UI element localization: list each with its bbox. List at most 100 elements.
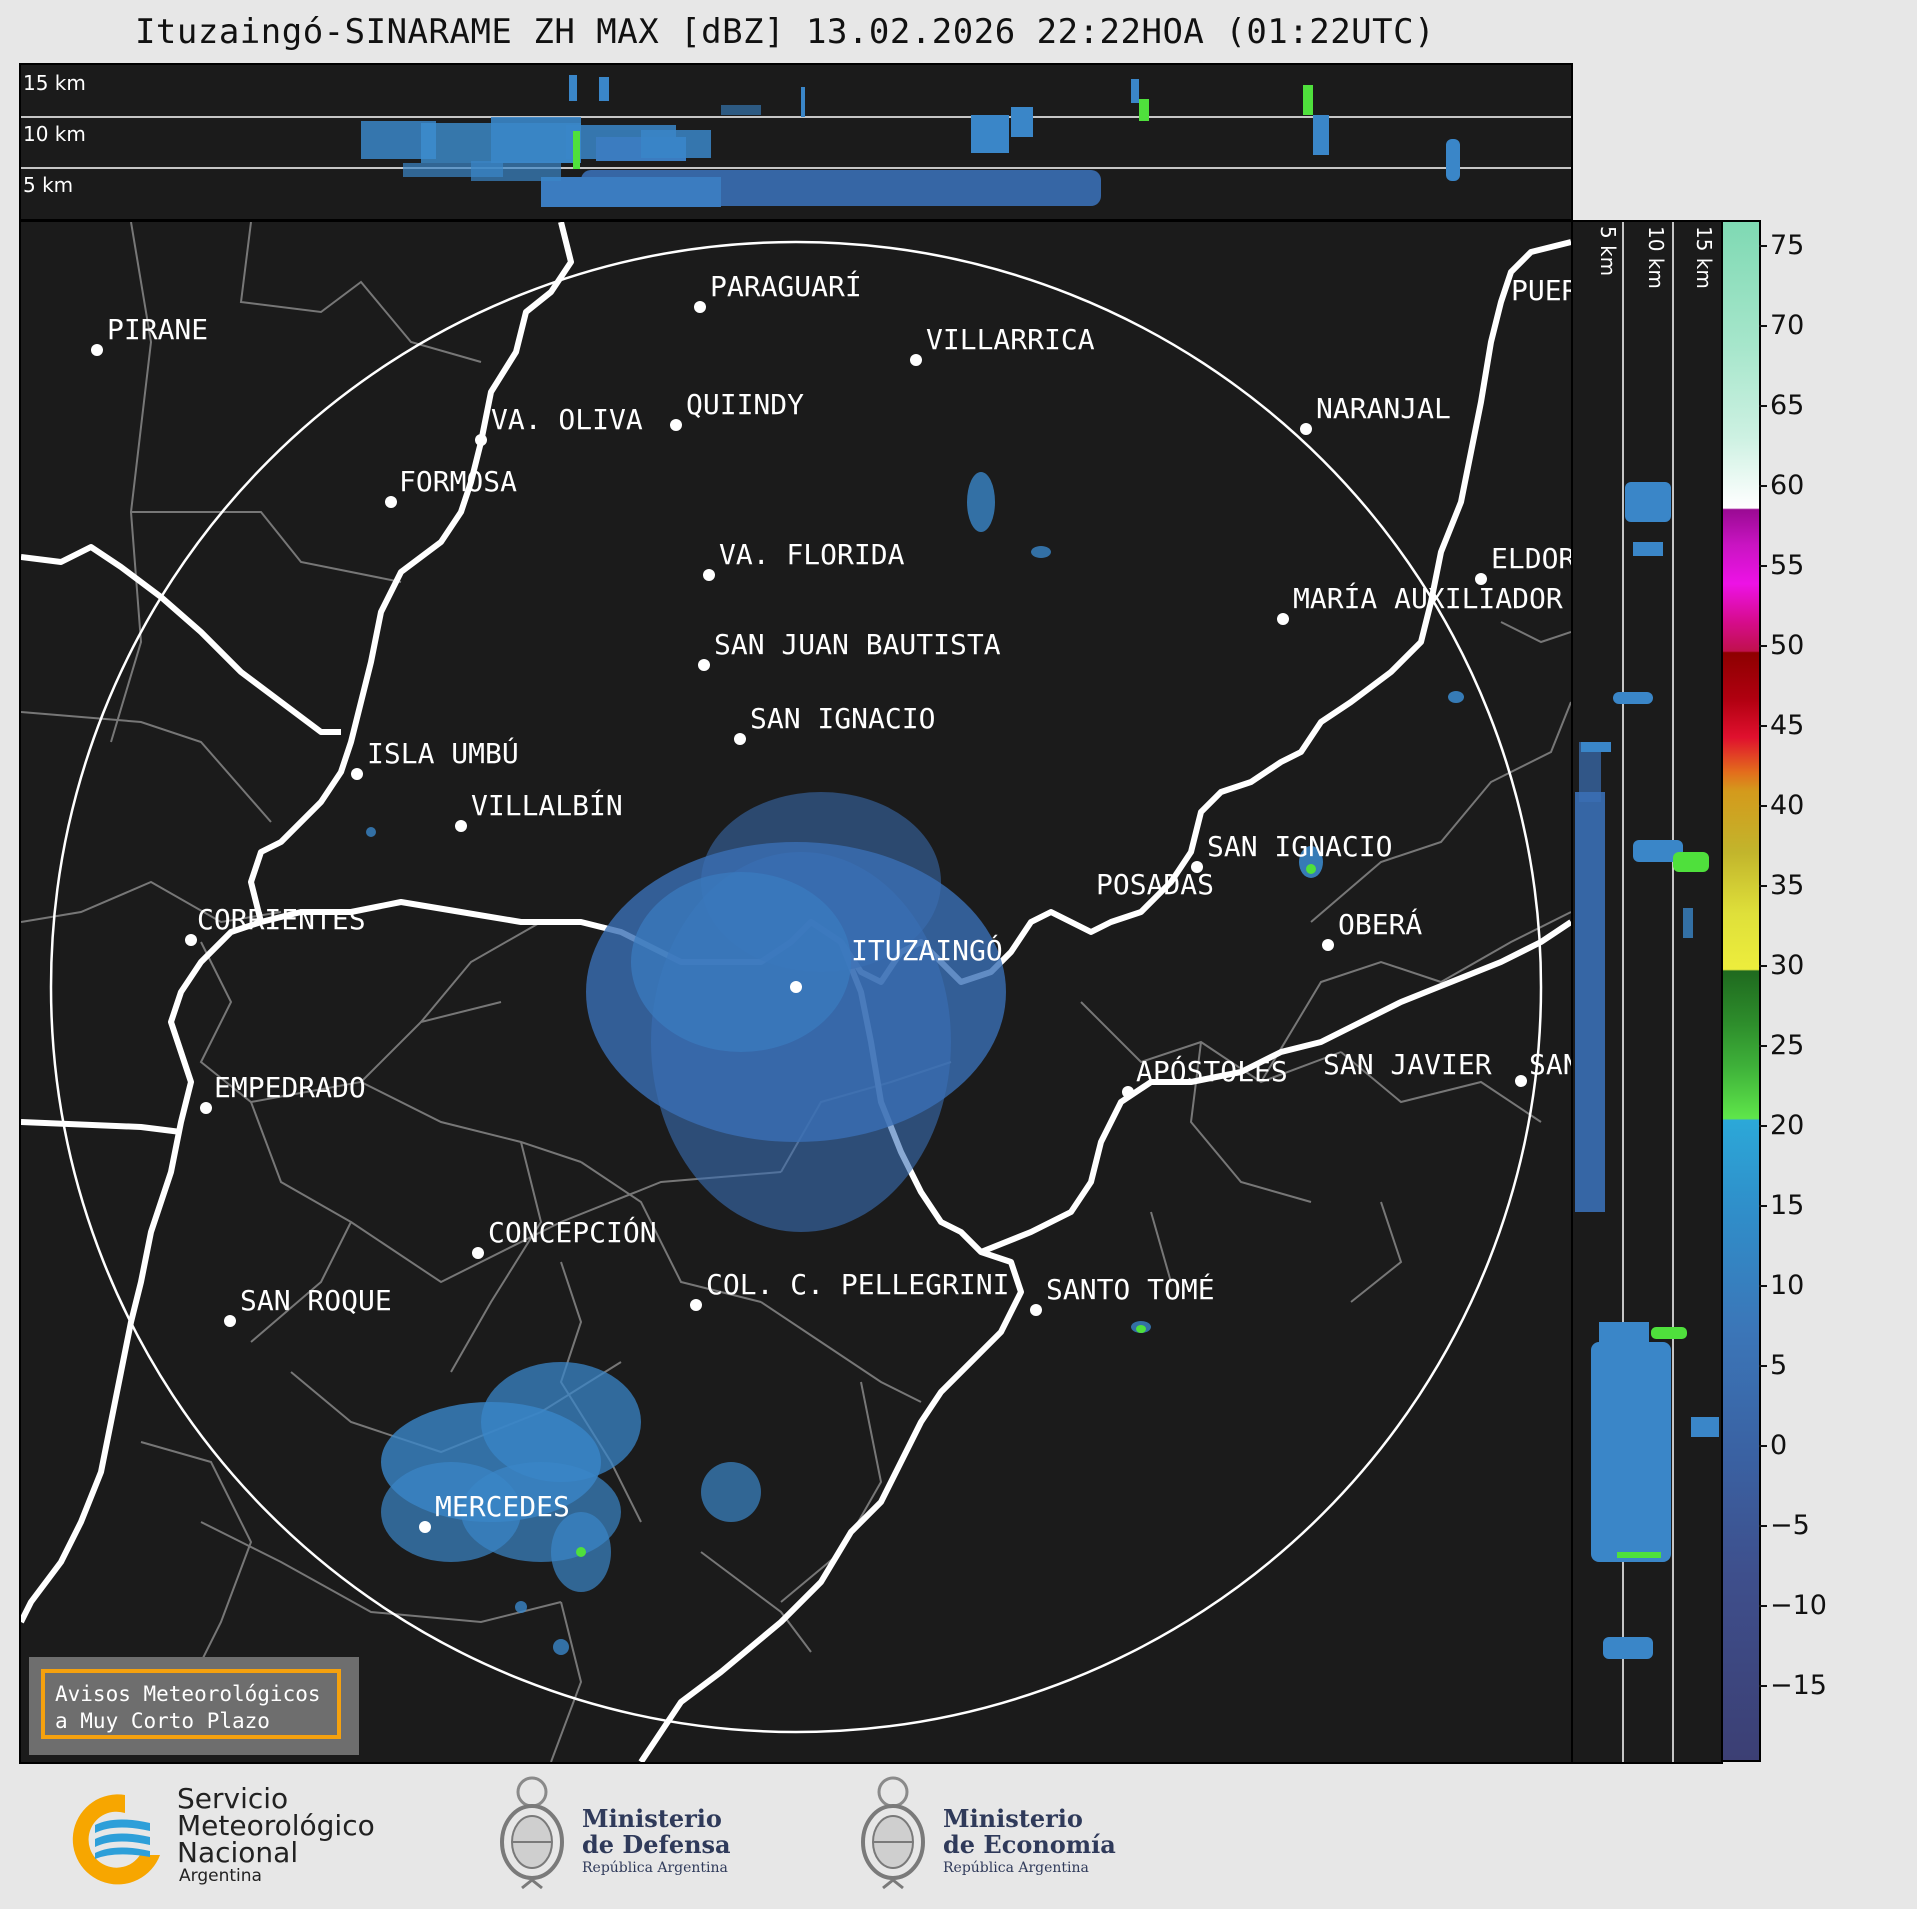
economia-logo: Ministerio de Economía República Argenti…	[853, 1772, 1133, 1902]
economia-line1: Ministerio	[943, 1804, 1083, 1833]
defensa-line3: República Argentina	[582, 1860, 728, 1876]
city-label-obera: OBERÁ	[1338, 907, 1422, 941]
colorbar-tick-mark	[1759, 325, 1767, 327]
colorbar-tick-label: −5	[1770, 1510, 1810, 1541]
avisos-line1: Avisos Meteorológicos	[55, 1682, 321, 1706]
city-label-col-c-pellegrini: COL. C. PELLEGRINI	[706, 1268, 1009, 1301]
city-label-san: SAN	[1529, 1048, 1571, 1081]
colorbar-tick-mark	[1759, 1605, 1767, 1607]
colorbar-tick-mark	[1759, 485, 1767, 487]
city-label-san-roque: SAN ROQUE	[240, 1284, 392, 1317]
radar-echo-high	[576, 864, 1316, 1557]
colorbar-tick-mark	[1759, 1205, 1767, 1207]
colorbar-tick-label: 75	[1770, 230, 1805, 261]
radar-map: PIRANE PARAGUARÍ VILLARRICA QUIINDY VA. …	[21, 222, 1571, 1762]
colorbar-tick-label: 45	[1770, 710, 1805, 741]
city-label-mercedes: MERCEDES	[435, 1490, 570, 1523]
colorbar-tick-label: −10	[1770, 1590, 1827, 1621]
economia-line3: República Argentina	[943, 1860, 1089, 1876]
department-boundaries	[21, 222, 1571, 1762]
smn-emblem-icon	[72, 1794, 160, 1885]
city-label-apostoles: APÓSTOLES	[1136, 1054, 1288, 1088]
colorbar-tick-label: 35	[1770, 870, 1805, 901]
side-cross-section-plot: 5 km 10 km 15 km	[1575, 222, 1719, 1762]
city-label-naranjal: NARANJAL	[1316, 392, 1451, 425]
city-label-san-juan-bautista: SAN JUAN BAUTISTA	[714, 628, 1001, 661]
city-label-isla-umbu: ISLA UMBÚ	[367, 736, 519, 770]
smn-line4: Argentina	[179, 1866, 262, 1886]
chart-title: Ituzaingó-SINARAME ZH MAX [dBZ] 13.02.20…	[134, 12, 1436, 52]
colorbar-tick-mark	[1759, 1045, 1767, 1047]
colorbar-tick-label: 70	[1770, 310, 1805, 341]
economia-line2: de Economía	[943, 1830, 1116, 1859]
colorbar-tick-mark	[1759, 1525, 1767, 1527]
avisos-button[interactable]: Avisos Meteorológicos a Muy Corto Plazo	[41, 1669, 341, 1739]
colorbar-tick-label: 65	[1770, 390, 1805, 421]
colorbar-tick-label: 15	[1770, 1190, 1805, 1221]
city-markers	[91, 301, 1527, 1533]
colorbar-tick-label: 50	[1770, 630, 1805, 661]
radar-echo-center	[586, 792, 1006, 1232]
colorbar-tick-mark	[1759, 885, 1767, 887]
colorbar-tick-mark	[1759, 805, 1767, 807]
colorbar-tick-mark	[1759, 965, 1767, 967]
avisos-box[interactable]: Avisos Meteorológicos a Muy Corto Plazo	[29, 1657, 359, 1755]
top-altitude-label-5km: 5 km	[23, 173, 73, 197]
colorbar-tick-label: 20	[1770, 1110, 1805, 1141]
radar-site-label: ITUZAINGÓ	[851, 933, 1003, 967]
city-label-puer: PUER	[1511, 274, 1571, 307]
colorbar-tick-mark	[1759, 725, 1767, 727]
side-cross-section-panel: 5 km 10 km 15 km	[1571, 220, 1723, 1764]
city-label-san-ignacio-py: SAN IGNACIO	[750, 702, 935, 735]
top-altitude-label-10km: 10 km	[23, 122, 86, 146]
top-cross-section-panel: 15 km 10 km 5 km	[19, 63, 1573, 221]
colorbar-tick-label: 25	[1770, 1030, 1805, 1061]
city-label-paraguari: PARAGUARÍ	[710, 269, 862, 303]
colorbar-tick-label: 5	[1770, 1350, 1788, 1381]
city-label-formosa: FORMOSA	[399, 465, 517, 498]
city-label-concepcion: CONCEPCIÓN	[488, 1215, 657, 1249]
city-label-villalbin: VILLALBÍN	[471, 788, 623, 822]
side-echo-returns	[1575, 482, 1719, 1659]
top-echo-returns	[361, 75, 1460, 207]
colorbar-tick-mark	[1759, 565, 1767, 567]
city-label-va-oliva: VA. OLIVA	[491, 403, 643, 436]
colorbar-tick-label: 60	[1770, 470, 1805, 501]
colorbar-tick-mark	[1759, 1445, 1767, 1447]
defensa-line1: Ministerio	[582, 1804, 722, 1833]
city-label-san-javier: SAN JAVIER	[1323, 1048, 1492, 1081]
colorbar	[1721, 220, 1761, 1762]
city-label-quiindy: QUIINDY	[686, 388, 804, 421]
colorbar-tick-label: −15	[1770, 1670, 1827, 1701]
colorbar-tick-mark	[1759, 1285, 1767, 1287]
smn-line3: Nacional	[177, 1836, 299, 1869]
city-label-pirane: PIRANE	[107, 313, 208, 346]
colorbar-tick-label: 40	[1770, 790, 1805, 821]
defensa-logo: Ministerio de Defensa República Argentin…	[492, 1772, 752, 1902]
defensa-line2: de Defensa	[582, 1830, 731, 1859]
top-cross-section-plot: 15 km 10 km 5 km	[21, 71, 1571, 207]
colorbar-tick-mark	[1759, 1685, 1767, 1687]
city-label-san-ignacio-ar: SAN IGNACIO	[1207, 830, 1392, 863]
avisos-line2: a Muy Corto Plazo	[55, 1709, 270, 1733]
city-label-villarrica: VILLARRICA	[926, 323, 1095, 356]
city-label-santo-tome: SANTO TOMÉ	[1046, 1272, 1215, 1306]
colorbar-tick-label: 10	[1770, 1270, 1805, 1301]
smn-line1: Servicio	[177, 1782, 289, 1815]
city-label-posadas: POSADAS	[1096, 868, 1214, 901]
range-ring	[49, 240, 1543, 1734]
radar-echo-cells	[366, 472, 1464, 1655]
city-label-va-florida: VA. FLORIDA	[719, 538, 905, 571]
city-label-empedrado: EMPEDRADO	[214, 1071, 366, 1104]
city-label-eldor: ELDOR	[1491, 542, 1571, 575]
colorbar-tick-label: 30	[1770, 950, 1805, 981]
colorbar-tick-mark	[1759, 405, 1767, 407]
national-shield-icon	[500, 1776, 564, 1890]
city-label-corrientes: CORRIENTES	[197, 903, 366, 936]
smn-line2: Meteorológico	[177, 1809, 375, 1842]
city-label-maria-auxiliador: MARÍA AUXILIADOR	[1293, 581, 1563, 615]
side-altitude-label-10km: 10 km	[1644, 226, 1668, 289]
side-altitude-label-15km: 15 km	[1692, 226, 1716, 289]
smn-logo: Servicio Meteorológico Nacional Argentin…	[55, 1785, 395, 1895]
top-altitude-label-15km: 15 km	[23, 71, 86, 95]
